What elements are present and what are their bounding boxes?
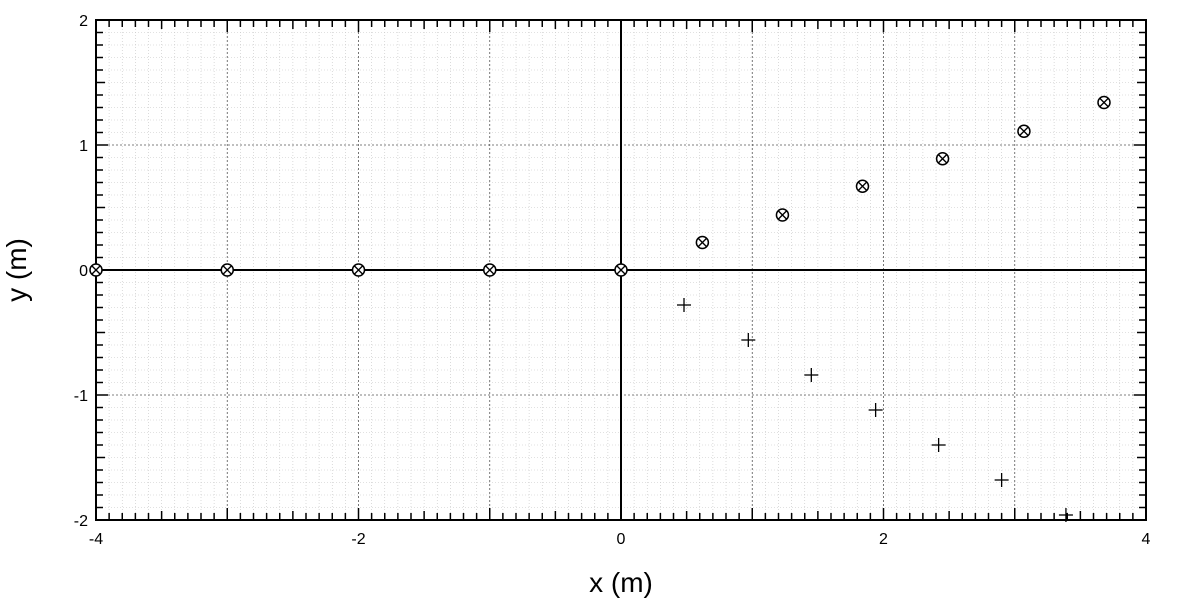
point-cross (485, 265, 495, 275)
point-cross (1099, 98, 1109, 107)
point-cross (697, 238, 707, 247)
circled-x-point (89, 263, 103, 277)
plus-point (868, 403, 883, 417)
circled-x-point (1017, 124, 1031, 138)
y-tick-label: 2 (79, 13, 88, 30)
point-cross (91, 265, 101, 275)
x-axis-title: x (m) (589, 567, 653, 598)
y-tick-label: 1 (79, 138, 88, 155)
x-tick-label: 2 (879, 531, 888, 548)
y-tick-label: 0 (79, 263, 88, 280)
circled-x-point (775, 208, 790, 222)
plus-point (994, 473, 1009, 487)
plus-point (804, 368, 819, 382)
y-tick-label: -2 (74, 513, 88, 530)
x-tick-label: -4 (89, 531, 103, 548)
circled-x-point (220, 263, 234, 277)
point-cross (616, 265, 626, 275)
circled-x-point (1097, 95, 1111, 110)
plus-point (931, 438, 946, 452)
circled-x-point (614, 263, 628, 277)
x-tick-label: -2 (351, 531, 365, 548)
circled-x-point (855, 179, 870, 193)
circled-x-point (351, 263, 366, 277)
plus-point (677, 298, 691, 312)
x-tick-label: 4 (1142, 531, 1151, 548)
data-points (89, 95, 1111, 522)
circled-x-point (695, 235, 710, 250)
point-cross (222, 265, 232, 275)
tick-marks (95, 19, 1147, 521)
circled-x-point (935, 152, 950, 166)
point-cross (777, 210, 787, 220)
point-cross (858, 181, 867, 191)
plus-point (1058, 508, 1073, 522)
y-tick-label: -1 (74, 388, 88, 405)
point-cross (1019, 126, 1029, 136)
circled-x-point (483, 263, 497, 277)
point-cross (938, 154, 948, 164)
y-axis-title: y (m) (1, 238, 32, 302)
plus-point (741, 333, 756, 347)
x-tick-label: 0 (617, 531, 626, 548)
point-cross (354, 265, 363, 275)
